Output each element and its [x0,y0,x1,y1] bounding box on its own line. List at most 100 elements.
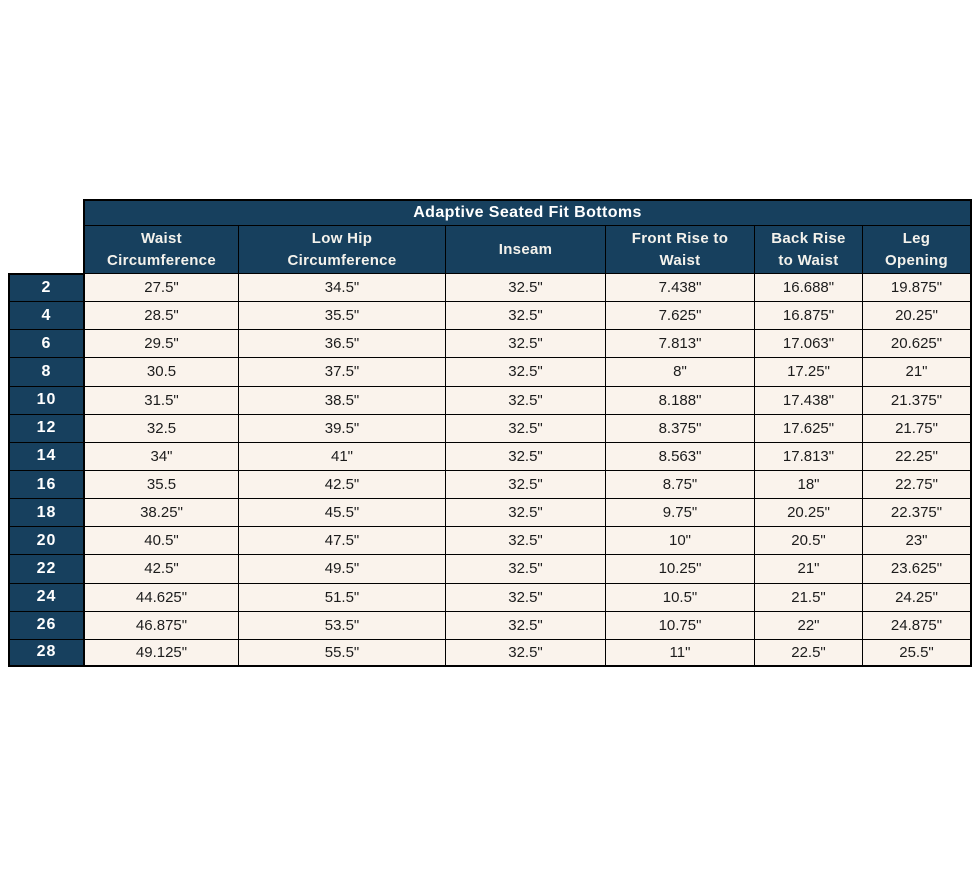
table-cell: 47.5" [238,526,445,555]
table-cell: 42.5" [238,469,445,499]
table-cell: 37.5" [238,357,445,386]
table-cell: 32.5" [445,638,605,667]
table-cell: 39.5" [238,413,445,442]
table-cell: 40.5" [83,526,238,555]
table-cell: 23" [862,526,972,555]
table-cell: 9.75" [605,498,754,527]
row-header-size: 22 [8,554,83,583]
table-cell: 21.5" [754,582,862,611]
table-cell: 7.813" [605,329,754,358]
table-cell: 17.438" [754,385,862,414]
corner-spacer [8,199,83,273]
table-cell: 21.375" [862,385,972,414]
table-cell: 20.625" [862,329,972,358]
table-cell: 35.5" [238,301,445,330]
table-cell: 49.125" [83,638,238,667]
table-cell: 55.5" [238,638,445,667]
table-cell: 30.5 [83,357,238,386]
table-cell: 53.5" [238,610,445,639]
table-cell: 32.5" [445,469,605,499]
table-cell: 8.375" [605,413,754,442]
table-cell: 22.75" [862,469,972,499]
table-cell: 18" [754,469,862,499]
table-cell: 22.375" [862,498,972,527]
column-header: Low Hip Circumference [238,225,445,273]
table-cell: 17.063" [754,329,862,358]
table-cell: 7.438" [605,273,754,302]
table-cell: 32.5" [445,273,605,302]
table-title: Adaptive Seated Fit Bottoms [83,199,972,225]
row-header-size: 8 [8,357,83,386]
table-cell: 25.5" [862,638,972,667]
table-cell: 32.5" [445,301,605,330]
table-cell: 34.5" [238,273,445,302]
table-cell: 32.5" [445,329,605,358]
table-cell: 31.5" [83,385,238,414]
row-header-size: 18 [8,498,83,527]
row-header-size: 6 [8,329,83,358]
table-cell: 19.875" [862,273,972,302]
table-cell: 32.5" [445,441,605,470]
table-cell: 42.5" [83,554,238,583]
column-header: Inseam [445,225,605,273]
row-header-size: 2 [8,273,83,302]
column-header: Front Rise to Waist [605,225,754,273]
table-cell: 35.5 [83,469,238,499]
table-cell: 22.5" [754,638,862,667]
row-header-size: 16 [8,469,83,499]
table-cell: 20.5" [754,526,862,555]
row-header-size: 26 [8,610,83,639]
table-cell: 17.25" [754,357,862,386]
table-cell: 8.75" [605,469,754,499]
size-chart-table: Adaptive Seated Fit Bottoms Waist Circum… [8,199,972,667]
table-cell: 32.5" [445,554,605,583]
table-cell: 41" [238,441,445,470]
table-cell: 32.5" [445,357,605,386]
row-header-size: 20 [8,526,83,555]
row-header-size: 4 [8,301,83,330]
row-header-size: 14 [8,441,83,470]
table-cell: 32.5" [445,582,605,611]
table-cell: 7.625" [605,301,754,330]
row-header-size: 24 [8,582,83,611]
table-cell: 21" [754,554,862,583]
table-cell: 32.5" [445,526,605,555]
row-header-size: 12 [8,413,83,442]
table-cell: 24.875" [862,610,972,639]
row-header-size: 10 [8,385,83,414]
table-cell: 10" [605,526,754,555]
column-header: Leg Opening [862,225,972,273]
table-cell: 20.25" [754,498,862,527]
table-cell: 24.25" [862,582,972,611]
table-cell: 8" [605,357,754,386]
table-cell: 32.5 [83,413,238,442]
table-cell: 32.5" [445,385,605,414]
table-cell: 22.25" [862,441,972,470]
table-cell: 17.625" [754,413,862,442]
table-cell: 8.188" [605,385,754,414]
table-cell: 11" [605,638,754,667]
table-cell: 17.813" [754,441,862,470]
table-cell: 45.5" [238,498,445,527]
table-cell: 44.625" [83,582,238,611]
table-cell: 29.5" [83,329,238,358]
row-header-size: 28 [8,638,83,667]
table-cell: 34" [83,441,238,470]
table-cell: 51.5" [238,582,445,611]
table-cell: 28.5" [83,301,238,330]
table-cell: 20.25" [862,301,972,330]
table-cell: 32.5" [445,413,605,442]
table-cell: 8.563" [605,441,754,470]
table-cell: 23.625" [862,554,972,583]
column-header: Back Rise to Waist [754,225,862,273]
column-header: Waist Circumference [83,225,238,273]
table-cell: 32.5" [445,498,605,527]
table-cell: 22" [754,610,862,639]
table-cell: 16.688" [754,273,862,302]
table-cell: 10.5" [605,582,754,611]
table-cell: 21" [862,357,972,386]
table-cell: 38.25" [83,498,238,527]
table-cell: 10.25" [605,554,754,583]
table-cell: 16.875" [754,301,862,330]
